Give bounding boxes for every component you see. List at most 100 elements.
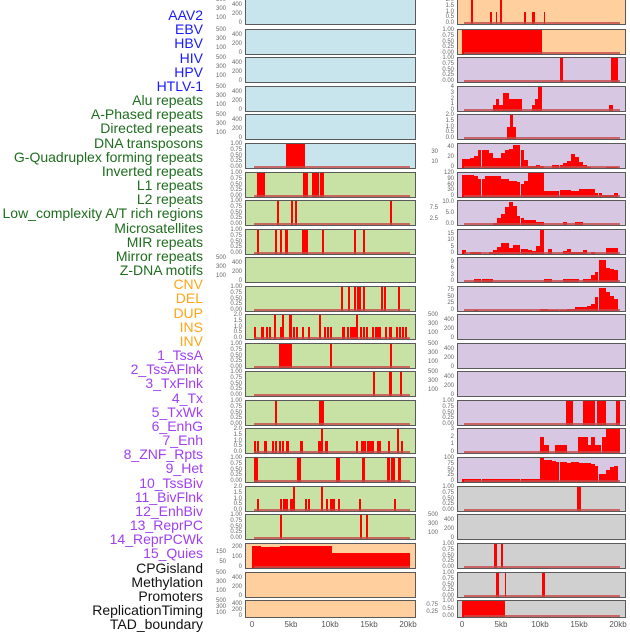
y-tick-label: 0 — [238, 20, 242, 26]
data-bar — [256, 230, 259, 254]
track-label: 10_TssBiv — [139, 474, 203, 491]
data-bar — [507, 127, 510, 139]
data-bar — [286, 144, 306, 168]
baseline — [464, 166, 620, 168]
data-bar — [332, 499, 335, 511]
data-bar — [386, 458, 391, 482]
y-tick-label: 10 — [431, 159, 438, 166]
x-tick-label: 5kb — [494, 620, 508, 629]
data-bar — [280, 327, 283, 339]
data-bar — [590, 189, 595, 197]
data-bar — [602, 260, 607, 282]
y-tick-label: 0 — [238, 564, 242, 570]
data-bar — [532, 173, 537, 197]
track-panel — [245, 114, 416, 140]
track-panel — [457, 114, 626, 140]
y-tick-label: 0 — [450, 392, 454, 398]
data-bar — [536, 246, 540, 254]
baseline — [464, 22, 620, 24]
data-bar — [312, 173, 320, 197]
data-bar — [379, 441, 382, 453]
data-bar — [281, 315, 284, 339]
y-tick-label: 0 — [238, 278, 242, 284]
track-label: Methylation — [131, 573, 203, 590]
y-tick-label: 0.00 — [442, 78, 454, 84]
baseline — [254, 394, 410, 396]
data-bar — [606, 429, 620, 453]
y-tick-label: 0.50 — [442, 66, 454, 73]
data-bar — [253, 441, 256, 453]
y-tick-label: 1.00 — [230, 512, 242, 518]
y-tick-label: 300 — [215, 579, 226, 586]
data-bar — [261, 327, 264, 339]
data-bar — [571, 154, 576, 168]
data-bar — [469, 175, 474, 197]
y-tick-label: 400 — [443, 516, 454, 523]
data-bar — [575, 306, 579, 311]
y-tick-label: 0.00 — [230, 307, 242, 313]
y-tick-label: 0.75 — [442, 32, 454, 39]
y-tick-label: 400 — [443, 316, 454, 323]
y-tick-label: 20 — [447, 154, 454, 161]
data-bar — [606, 267, 611, 282]
data-bar — [274, 230, 277, 254]
data-bar — [538, 87, 542, 111]
data-bar — [330, 344, 333, 368]
y-tick-label: 400 — [231, 574, 242, 581]
y-tick-label: 0.75 — [230, 403, 242, 410]
data-bar — [615, 401, 620, 425]
y-tick-label: 30 — [447, 187, 454, 194]
track-label: 14_ReprPCWk — [109, 531, 203, 548]
data-bar — [524, 220, 529, 225]
data-bar — [536, 173, 540, 197]
data-bar — [372, 327, 375, 339]
baseline — [254, 566, 410, 568]
data-bar — [398, 327, 401, 339]
y-tick-label: 0 — [450, 449, 454, 455]
y-tick-label: 0.75 — [230, 346, 242, 353]
baseline — [464, 480, 620, 482]
baseline — [464, 451, 620, 453]
track-panel — [457, 0, 626, 25]
y-tick-label: 0.50 — [230, 523, 242, 530]
data-bar — [301, 230, 309, 254]
track-panel — [245, 543, 416, 569]
baseline — [464, 595, 620, 597]
data-bar — [387, 441, 391, 453]
data-bar — [598, 473, 603, 482]
y-tick-label: 0.50 — [230, 152, 242, 159]
data-bar — [567, 249, 572, 254]
data-bar — [401, 327, 405, 339]
y-tick-label: 1.0 — [233, 437, 242, 444]
data-bar — [540, 173, 544, 197]
data-bar — [347, 287, 351, 311]
y-tick-label: 100 — [215, 273, 226, 280]
y-tick-label: 30 — [431, 149, 438, 156]
y-tick-label: 200 — [231, 607, 242, 613]
data-bar — [501, 213, 505, 225]
y-tick-label: 7.5 — [429, 204, 438, 211]
y-tick-label: 0.75 — [230, 232, 242, 239]
y-tick-label: 0.25 — [442, 415, 454, 422]
data-bar — [256, 441, 259, 453]
y-tick-label: 1.0 — [233, 495, 242, 502]
y-tick-label: 0.00 — [442, 507, 454, 513]
data-bar — [540, 437, 544, 453]
data-bar — [291, 201, 294, 225]
data-bar — [362, 230, 366, 254]
data-bar — [508, 202, 513, 225]
y-tick-label: 400 — [443, 373, 454, 380]
data-bar — [254, 458, 259, 482]
track-panel — [245, 428, 416, 454]
track-label: CPGisland — [136, 559, 203, 576]
y-tick-label: 0.50 — [230, 352, 242, 359]
y-tick-label: 0.5 — [445, 14, 454, 21]
y-tick-label: 0.0 — [445, 135, 454, 141]
data-bar — [347, 327, 350, 339]
y-tick-label: 0 — [450, 535, 454, 541]
data-bar — [582, 463, 587, 482]
track-panel — [245, 29, 416, 55]
data-bar — [294, 201, 298, 225]
baseline — [254, 423, 410, 425]
y-tick-label: 0.25 — [230, 415, 242, 422]
